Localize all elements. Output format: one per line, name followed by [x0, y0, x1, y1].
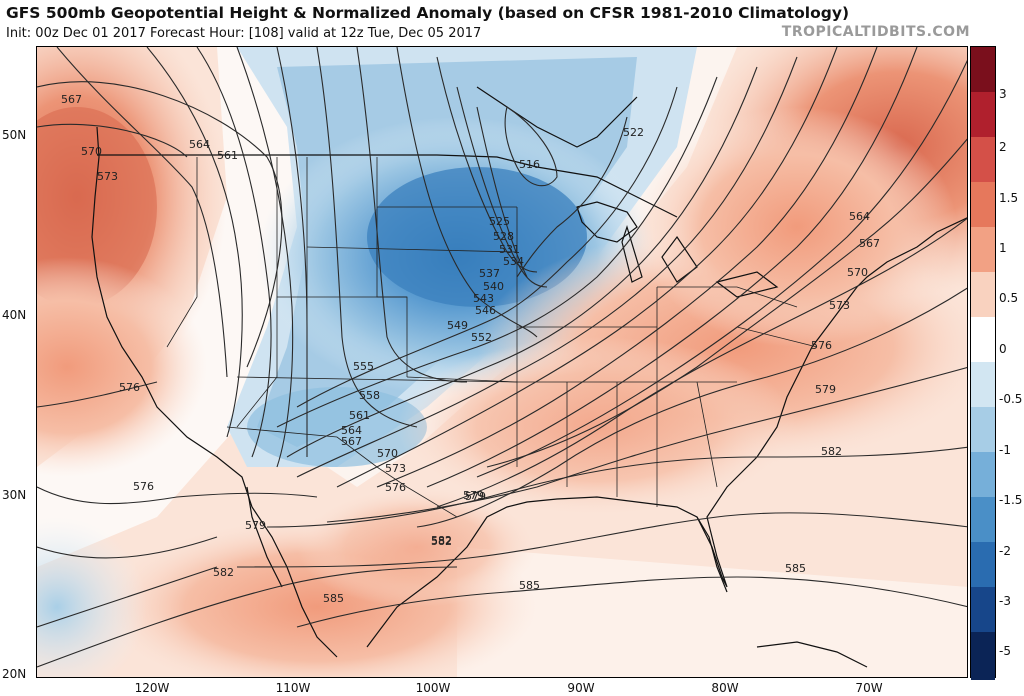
colorbar-label: -1.5 — [999, 493, 1023, 507]
map-subtitle: Init: 00z Dec 01 2017 Forecast Hour: [10… — [6, 26, 482, 41]
contour-label: 525 — [489, 215, 510, 228]
colorbar-label: -1 — [999, 443, 1011, 457]
lon-label: 110W — [275, 681, 311, 695]
contour-label: 552 — [471, 331, 492, 344]
map-title: GFS 500mb Geopotential Height & Normaliz… — [6, 4, 850, 22]
contour-label: 564 — [341, 424, 362, 437]
contour-label: 582 — [213, 566, 234, 579]
colorbar-segment — [971, 92, 995, 141]
contour-label: 585 — [519, 579, 540, 592]
contour-label: 573 — [385, 462, 406, 475]
contour-label: 543 — [473, 292, 494, 305]
contour-label: 549 — [447, 319, 468, 332]
contour-label: 570 — [81, 145, 102, 158]
colorbar-label: 3 — [999, 87, 1007, 101]
colorbar-segment — [971, 317, 995, 366]
colorbar-segment — [971, 182, 995, 231]
contour-label: 579 — [815, 383, 836, 396]
colorbar-label: 0 — [999, 342, 1007, 356]
colorbar-segment — [971, 542, 995, 591]
contour-label: 564 — [189, 138, 210, 151]
contour-label: 573 — [97, 170, 118, 183]
anomaly-colorbar — [970, 46, 996, 681]
contour-label: 582 — [431, 534, 452, 547]
colorbar-segment — [971, 452, 995, 501]
contour-label: 522 — [623, 126, 644, 139]
contour-label: 582 — [821, 445, 842, 458]
contour-label: 537 — [479, 267, 500, 280]
contour-label: 528 — [493, 230, 514, 243]
contour-label: 555 — [353, 360, 374, 373]
colorbar-label: -3 — [999, 594, 1011, 608]
lat-label: 20N — [2, 667, 27, 681]
lon-label: 120W — [134, 681, 170, 695]
contour-labels: 567 570 573 564 561 516 522 525 528 531 … — [61, 93, 880, 605]
colorbar-segment — [971, 47, 995, 96]
colorbar-label: 2 — [999, 140, 1007, 154]
colorbar-segment — [971, 497, 995, 546]
contour-label: 576 — [133, 480, 154, 493]
lat-label: 40N — [2, 308, 27, 322]
contour-label: 576 — [385, 481, 406, 494]
map-canvas: 567 570 573 564 561 516 522 525 528 531 … — [37, 47, 967, 677]
contour-label: 567 — [341, 435, 362, 448]
contour-label: 546 — [475, 304, 496, 317]
contour-label: 570 — [377, 447, 398, 460]
contour-label: 534 — [503, 255, 524, 268]
contour-label: 540 — [483, 280, 504, 293]
lat-label: 50N — [2, 128, 27, 142]
lat-label: 30N — [2, 488, 27, 502]
colorbar-segment — [971, 272, 995, 321]
colorbar-segment — [971, 631, 995, 681]
colorbar-label: 0.5 — [999, 291, 1019, 305]
contour-label: 585 — [785, 562, 806, 575]
contour-label: 564 — [849, 210, 870, 223]
lon-label: 70W — [855, 681, 883, 695]
contour-label: 570 — [847, 266, 868, 279]
colorbar-segment — [971, 227, 995, 276]
contour-label: 516 — [519, 158, 540, 171]
contour-label: 567 — [61, 93, 82, 106]
colorbar-segment — [971, 362, 995, 411]
contour-label: 582 — [431, 535, 452, 548]
contour-label: 579 — [465, 490, 486, 503]
anomaly-map[interactable]: 567 570 573 564 561 516 522 525 528 531 … — [36, 46, 968, 678]
lon-label: 100W — [415, 681, 451, 695]
contour-label: 576 — [811, 339, 832, 352]
contour-label: 576 — [119, 381, 140, 394]
colorbar-label: -0.5 — [999, 392, 1023, 406]
contour-label: 585 — [323, 592, 344, 605]
height-contours — [37, 47, 967, 668]
contour-label: 531 — [499, 243, 520, 256]
contour-label: 561 — [217, 149, 238, 162]
contour-label: 561 — [349, 409, 370, 422]
contour-label: 567 — [859, 237, 880, 250]
contour-label: 579 — [463, 489, 484, 502]
colorbar-label: -2 — [999, 544, 1011, 558]
colorbar-segment — [971, 587, 995, 636]
colorbar-label: -5 — [999, 644, 1011, 658]
contour-label: 579 — [245, 519, 266, 532]
watermark: TROPICALTIDBITS.COM — [781, 24, 970, 40]
colorbar-label: 1.5 — [999, 191, 1019, 205]
lon-label: 90W — [567, 681, 595, 695]
colorbar-label: 1 — [999, 241, 1007, 255]
colorbar-segment — [971, 137, 995, 186]
lon-label: 80W — [711, 681, 739, 695]
colorbar-segment — [971, 407, 995, 456]
contour-label: 558 — [359, 389, 380, 402]
contour-label: 573 — [829, 299, 850, 312]
